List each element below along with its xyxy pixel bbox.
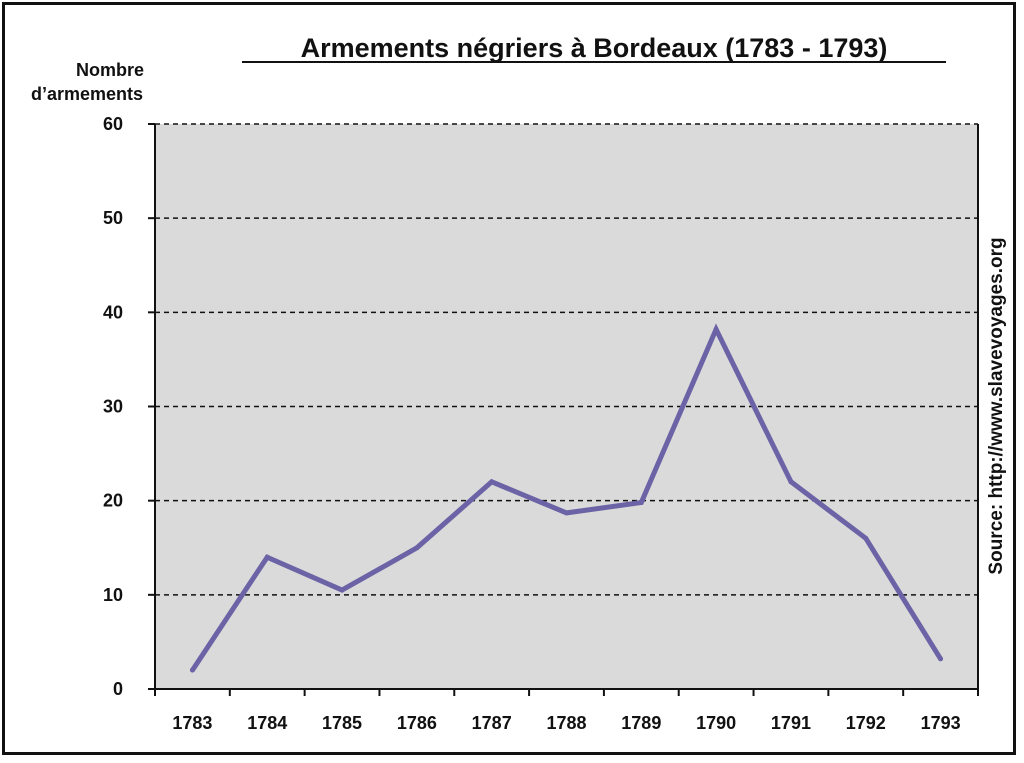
y-tick-label: 20 [103,491,123,511]
x-tick-label: 1783 [172,713,212,733]
source-note: Source: http://www.slavevoyages.org [986,237,1007,574]
data-point-1786 [414,545,420,551]
y-tick-label: 60 [103,114,123,134]
data-point-1788 [564,510,569,516]
x-tick-label: 1792 [846,713,886,733]
data-points [189,326,944,673]
gridlines [155,123,978,596]
x-tick-label: 1791 [771,713,811,733]
x-tick-label: 1788 [546,713,586,733]
data-point-1783 [189,667,195,673]
y-tick-labels: 0 10 20 30 40 50 60 [103,114,123,699]
data-point-1784 [264,554,270,560]
x-tick-label: 1789 [621,713,661,733]
data-point-1791 [788,479,794,485]
x-tick-label: 1790 [696,713,736,733]
x-tick-label: 1785 [322,713,362,733]
x-tick-labels: 1783 1784 1785 1786 1787 1788 1789 1790 1791 1792… [172,713,960,733]
axes [148,123,979,696]
y-tick-label: 30 [103,397,123,417]
data-point-1790 [713,326,719,332]
data-point-1793 [938,656,944,662]
x-tick-label: 1787 [472,713,512,733]
y-tick-label: 50 [103,208,123,228]
data-point-1789 [638,500,644,506]
plot-area [155,124,978,689]
chart-title: Armements négriers à Bordeaux (1783 - 17… [301,33,888,63]
y-axis-label-line-1: Nombre [76,60,144,80]
data-point-1787 [489,479,495,485]
y-axis-label-line-2: d’armements [31,84,143,104]
data-point-1792 [863,535,869,541]
x-tick-label: 1784 [247,713,287,733]
x-tick-label: 1793 [921,713,961,733]
x-tick-label: 1786 [397,713,437,733]
y-tick-label: 0 [113,679,123,699]
y-tick-label: 40 [103,302,123,322]
data-point-1785 [339,587,345,593]
y-tick-label: 10 [103,585,123,605]
